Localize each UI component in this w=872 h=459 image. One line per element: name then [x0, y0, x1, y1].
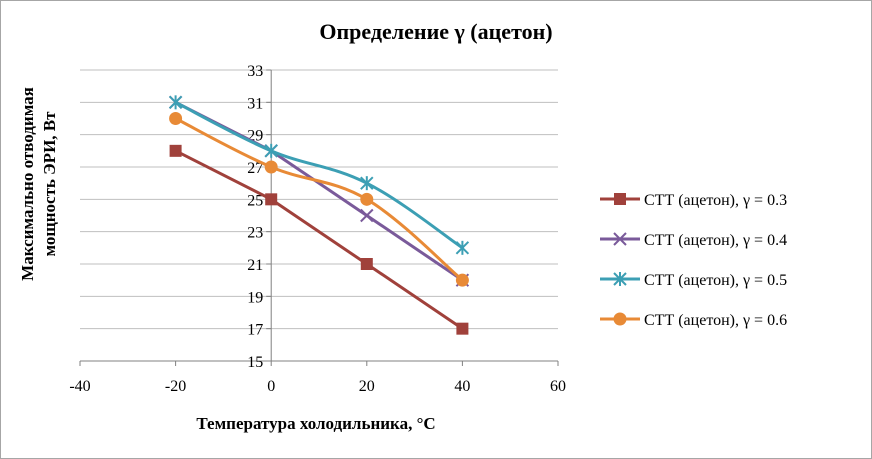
data-point [265, 193, 278, 206]
y-tick-label: 17 [247, 322, 263, 339]
legend-item: СТТ (ацетон), γ = 0.3 [600, 192, 787, 209]
data-point [360, 192, 374, 206]
legend-item: СТТ (ацетон), γ = 0.4 [600, 232, 787, 249]
series-line [174, 149, 464, 331]
y-tick-label: 27 [247, 160, 263, 177]
data-point [168, 95, 183, 110]
grid [80, 69, 558, 362]
data-point [360, 208, 374, 223]
y-tick-label: 31 [247, 95, 263, 112]
legend-label: СТТ (ацетон), γ = 0.3 [644, 192, 787, 209]
series-1 [169, 144, 469, 335]
x-tick-label: -40 [69, 378, 90, 395]
data-point [456, 322, 469, 335]
legend-marker [614, 193, 626, 205]
y-tick-label: 23 [247, 225, 263, 242]
y-tick-label: 19 [247, 289, 263, 306]
y-tick-label: 21 [247, 257, 263, 274]
data-point [360, 176, 374, 191]
y-axis-title: Максимально отводимая мощность ЭРИ, Вт [18, 87, 59, 281]
data-point [455, 240, 470, 255]
data-point [169, 112, 183, 125]
x-tick-label: -20 [165, 378, 186, 395]
x-axis-title: Температура холодильника, °C [196, 414, 435, 433]
data-point [264, 143, 278, 158]
x-tick-label: 40 [454, 378, 470, 395]
y-axis-title-line: Максимально отводимая [18, 87, 37, 281]
legend-marker [613, 232, 627, 246]
data-point [455, 273, 469, 287]
series-line [174, 117, 464, 282]
legend-marker [613, 312, 627, 326]
y-axis-title-line: мощность ЭРИ, Вт [40, 111, 59, 257]
legend-label: СТТ (ацетон), γ = 0.6 [644, 312, 787, 329]
y-tick-label: 33 [247, 63, 263, 80]
legend-item: СТТ (ацетон), γ = 0.5 [600, 272, 787, 289]
legend-label: СТТ (ацетон), γ = 0.5 [644, 272, 787, 289]
y-tick-label: 25 [247, 192, 263, 209]
x-tick-label: 0 [267, 378, 275, 395]
data-point [264, 160, 278, 174]
data-point [360, 258, 373, 270]
series-4 [169, 112, 469, 287]
y-tick-label: 15 [247, 354, 263, 371]
data-point [169, 144, 182, 157]
series-3 [168, 95, 470, 255]
axes [79, 69, 559, 366]
x-tick-label: 20 [359, 378, 375, 395]
legend-label: СТТ (ацетон), γ = 0.4 [644, 232, 787, 249]
series [168, 95, 470, 335]
legend-marker [613, 272, 627, 286]
series-line [174, 100, 464, 250]
legend: СТТ (ацетон), γ = 0.3 СТТ (ацетон), γ = 0… [600, 192, 787, 329]
chart-title: Определение γ (ацетон) [319, 19, 552, 44]
x-tick-label: 60 [550, 378, 566, 395]
legend-item: СТТ (ацетон), γ = 0.6 [600, 312, 787, 329]
